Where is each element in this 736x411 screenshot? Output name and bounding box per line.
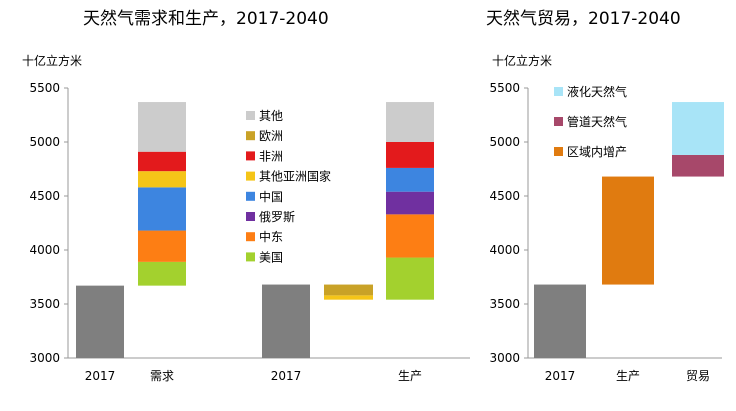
bar-2017-production-baseline	[262, 284, 310, 358]
trade-legend-swatch-管道天然气	[554, 117, 563, 126]
bar-demand-其他亚洲国家	[138, 171, 186, 188]
bar-2017-demand-baseline	[76, 285, 124, 358]
legend-swatch-欧洲	[246, 131, 255, 141]
trade-bar-液化天然气	[672, 102, 724, 155]
legend-label-非洲: 非洲	[259, 149, 283, 163]
bar-demand-其他	[138, 102, 186, 152]
trade-bar-管道天然气	[672, 154, 724, 177]
right-chart-ylabel: 十亿立方米	[492, 54, 553, 68]
legend-label-俄罗斯: 俄罗斯	[259, 210, 295, 224]
bar-production-俄罗斯	[386, 191, 434, 215]
bar-demand-中国	[138, 187, 186, 231]
right-y-tick-label: 5500	[489, 81, 520, 95]
legend-label-其他: 其他	[259, 109, 283, 123]
trade-legend-label-管道天然气: 管道天然气	[567, 114, 627, 129]
left-y-tick-label: 5500	[29, 81, 60, 95]
left-x-category: 2017	[271, 369, 302, 383]
left-y-tick-label: 4500	[29, 189, 60, 203]
left-x-category: 需求	[150, 369, 174, 383]
bar-production-其他	[386, 102, 434, 142]
legend-label-美国: 美国	[259, 250, 283, 264]
trade-legend-label-区域内增产: 区域内增产	[567, 145, 627, 159]
left-y-tick-label: 3000	[29, 351, 60, 365]
trade-legend-swatch-液化天然气	[554, 87, 563, 96]
trade-legend-swatch-区域内增产	[554, 147, 563, 156]
legend-swatch-中东	[246, 232, 255, 242]
bar-demand-美国	[138, 261, 186, 286]
bar-production-中国	[386, 167, 434, 192]
bar-demand-中东	[138, 230, 186, 262]
left-x-category: 生产	[398, 369, 422, 383]
legend-label-其他亚洲国家: 其他亚洲国家	[259, 169, 331, 184]
right-y-tick-label: 3000	[489, 351, 520, 365]
left-y-tick-label: 3500	[29, 297, 60, 311]
legend-swatch-其他亚洲国家	[246, 171, 255, 181]
legend-label-欧洲: 欧洲	[259, 129, 283, 143]
right-y-tick-label: 4000	[489, 243, 520, 257]
bar-decline-其他亚洲国家	[324, 295, 373, 300]
right-y-tick-label: 4500	[489, 189, 520, 203]
right-x-category: 贸易	[686, 369, 710, 383]
right-y-tick-label: 5000	[489, 135, 520, 149]
trade-legend-label-液化天然气: 液化天然气	[567, 84, 627, 99]
left-chart-title: 天然气需求和生产，2017-2040	[83, 9, 329, 29]
legend-swatch-其他	[246, 111, 255, 120]
left-x-category: 2017	[85, 369, 116, 383]
legend-swatch-中国	[246, 191, 255, 201]
bar-demand-非洲	[138, 151, 186, 172]
left-y-tick-label: 4000	[29, 243, 60, 257]
right-x-category: 生产	[616, 369, 640, 383]
legend-label-中国: 中国	[259, 189, 283, 204]
left-chart-ylabel: 十亿立方米	[22, 54, 83, 68]
bar-production-美国	[386, 257, 434, 300]
right-x-category: 2017	[545, 369, 576, 383]
right-y-tick-label: 3500	[489, 297, 520, 311]
trade-bar-baseline	[534, 284, 586, 358]
left-y-tick-label: 5000	[29, 135, 60, 149]
bar-production-非洲	[386, 142, 434, 168]
legend-swatch-俄罗斯	[246, 212, 255, 221]
right-chart-title: 天然气贸易，2017-2040	[486, 9, 681, 29]
bar-production-中东	[386, 214, 434, 258]
bar-decline-欧洲	[324, 284, 373, 296]
trade-bar-区域内增产	[602, 176, 654, 285]
legend-swatch-美国	[246, 252, 255, 262]
legend-swatch-非洲	[246, 151, 255, 161]
legend-label-中东: 中东	[259, 229, 283, 244]
